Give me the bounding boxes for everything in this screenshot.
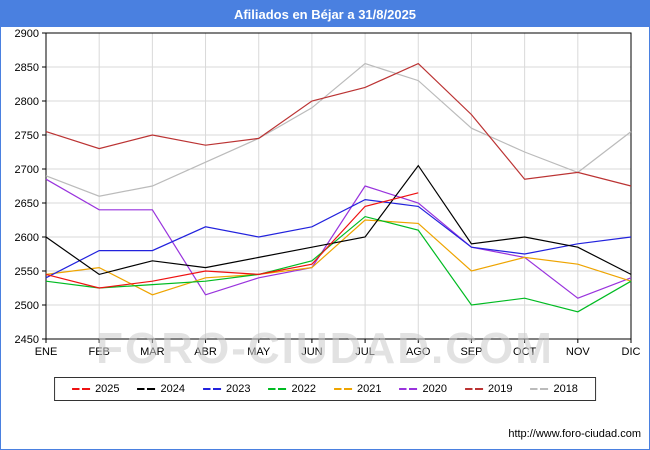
- legend-swatch-2023: [203, 388, 222, 390]
- y-tick-label: 2900: [15, 28, 39, 40]
- legend-item-2021: 2021: [334, 383, 381, 395]
- y-tick-label: 2450: [15, 334, 39, 346]
- legend-swatch-2018: [530, 388, 549, 390]
- x-tick-label: ABR: [194, 346, 217, 358]
- chart-legend: 2025 2024 2023 2022 2021 2020 2019 2018: [54, 377, 596, 401]
- legend-item-2019: 2019: [464, 383, 513, 395]
- y-tick-label: 2700: [15, 164, 39, 176]
- y-tick-label: 2800: [15, 96, 39, 108]
- series-line-2021: [45, 219, 632, 296]
- series-line-2018: [45, 62, 632, 197]
- legend-label-2018: 2018: [553, 383, 578, 395]
- x-tick-label: JUL: [355, 346, 375, 358]
- plot-border: [45, 32, 632, 340]
- x-tick-label: MAR: [140, 346, 165, 358]
- legend-label-2025: 2025: [95, 383, 120, 395]
- series-line-2025: [45, 192, 419, 289]
- legend-item-2025: 2025: [72, 383, 120, 395]
- y-tick-label: 2500: [15, 300, 39, 312]
- legend-label-2020: 2020: [422, 383, 447, 395]
- footer: http://www.foro-ciudad.com: [508, 428, 641, 440]
- affiliates-line-chart: 2450 2500 2550 2600 2650 2700 2750 2800 2850 2900…: [15, 28, 641, 358]
- legend-item-2020: 2020: [399, 383, 447, 395]
- legend-item-2018: 2018: [530, 383, 578, 395]
- x-tick-label: SEP: [460, 346, 482, 358]
- y-tick-label: 2600: [15, 232, 39, 244]
- series-line-2024: [45, 164, 632, 276]
- series-line-2022: [45, 215, 632, 313]
- legend-label-2022: 2022: [291, 383, 316, 395]
- legend-swatch-2025: [72, 388, 91, 390]
- legend-label-2023: 2023: [226, 383, 251, 395]
- legend-swatch-2020: [399, 388, 418, 390]
- legend-item-2023: 2023: [203, 383, 251, 395]
- y-tick-label: 2650: [15, 198, 39, 210]
- series-line-2020: [45, 178, 632, 299]
- foro-ciudad-link[interactable]: http://www.foro-ciudad.com: [508, 428, 641, 440]
- legend-swatch-2024: [137, 388, 156, 390]
- x-tick-label: OCT: [513, 346, 537, 358]
- y-tick-label: 2550: [15, 266, 39, 278]
- legend-swatch-2021: [334, 388, 352, 390]
- legend-label-2019: 2019: [487, 383, 513, 395]
- y-tick-label: 2750: [15, 130, 39, 142]
- series-line-2019: [45, 62, 632, 187]
- chart-title: Afiliados en Béjar a 31/8/2025: [233, 6, 417, 22]
- legend-swatch-2019: [464, 388, 483, 390]
- x-tick-label: DIC: [622, 346, 641, 358]
- series-line-2023: [45, 198, 632, 279]
- legend-label-2024: 2024: [160, 383, 186, 395]
- chart-title-bar: Afiliados en Béjar a 31/8/2025: [1, 1, 649, 27]
- x-tick-label: ENE: [35, 346, 58, 358]
- x-tick-label: FEB: [88, 346, 109, 358]
- x-tick-label: MAY: [247, 346, 271, 358]
- x-tick-label: NOV: [566, 346, 591, 358]
- legend-label-2021: 2021: [357, 383, 382, 395]
- x-tick-label: JUN: [301, 346, 322, 358]
- y-tick-label: 2850: [15, 62, 39, 74]
- legend-item-2022: 2022: [268, 383, 316, 395]
- legend-swatch-2022: [268, 388, 287, 390]
- legend-item-2024: 2024: [137, 383, 186, 395]
- x-tick-label: AGO: [406, 346, 431, 358]
